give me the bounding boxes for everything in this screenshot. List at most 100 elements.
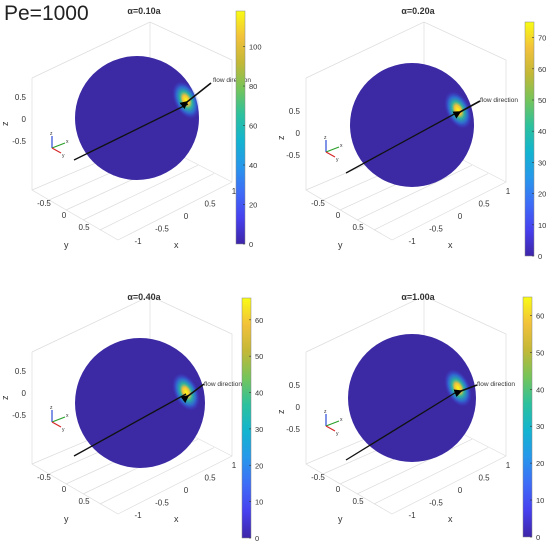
- flow-direction-label: flow direction: [477, 381, 515, 388]
- x-tick-label: 0: [458, 486, 463, 495]
- colorbar-tick-label: 0: [255, 534, 259, 543]
- z-tick-label: 0: [296, 129, 301, 138]
- colorbar-tick-label: 0: [538, 252, 542, 261]
- panel-2: flow direction α=0.20a 0.5 0 -0.5 z -0.5 0 0.5 y -…: [276, 6, 546, 261]
- panel-1: flow direction α=0.10a 0.5 0 -0.5 z -0.5 0 0.5 y -…: [0, 6, 262, 250]
- colorbar-tick-label: 50: [255, 352, 263, 361]
- y-tick-label: -0.5: [37, 199, 51, 208]
- triad-z-label: z: [50, 405, 53, 411]
- colorbar-tick-label: 30: [255, 425, 263, 434]
- flow-direction-label: flow direction: [480, 97, 518, 104]
- flow-axis-line: [345, 390, 459, 461]
- triad-z-label: z: [324, 135, 327, 141]
- colorbar-tick-label: 10: [255, 498, 263, 507]
- y-tick-label: 0.5: [78, 497, 90, 506]
- triad-y-axis: [325, 151, 336, 158]
- triad-y-label: y: [62, 427, 65, 433]
- concentration-hotspot: [172, 81, 200, 119]
- x-tick-label: 0: [458, 212, 463, 221]
- x-tick-label: 1: [506, 187, 511, 196]
- z-tick-label: 0: [22, 115, 27, 124]
- subplot-title: α=0.10a: [127, 6, 161, 16]
- triad-x-label: x: [340, 143, 343, 149]
- x-tick-label: 0: [184, 486, 189, 495]
- z-axis-label: z: [0, 395, 10, 400]
- panel-4: flow direction α=1.00a 0.5 0 -0.5 z -0.5 0 0.5 y -…: [276, 292, 544, 542]
- grid-line: [82, 164, 199, 221]
- triad-y-axis: [51, 147, 62, 154]
- x-tick-label: -0.5: [429, 225, 443, 234]
- x-tick-label: -0.5: [155, 499, 169, 508]
- triad-z-label: z: [50, 131, 53, 137]
- x-tick-label: 0.5: [204, 200, 216, 209]
- colorbar-tick-label: 60: [255, 316, 263, 325]
- y-tick-label: 0: [336, 485, 341, 494]
- z-tick-label: -0.5: [12, 137, 26, 146]
- y-tick-label: 0.5: [352, 223, 364, 232]
- subplot-title: α=0.20a: [401, 6, 435, 16]
- y-tick-label: -0.5: [37, 473, 51, 482]
- triad-y-label: y: [336, 157, 339, 163]
- axis-triad-inset: z x y: [50, 131, 69, 159]
- z-tick-label: 0: [296, 403, 301, 412]
- axis-triad-inset: z x y: [324, 135, 343, 163]
- colorbar-tick-label: 0: [536, 533, 540, 542]
- colorbar-tick-label: 70: [538, 34, 546, 43]
- flow-arrow: [179, 82, 212, 110]
- flow-arrow: [453, 384, 478, 397]
- z-tick-label: 0.5: [15, 93, 27, 102]
- x-axis-label: x: [448, 240, 453, 250]
- colorbar-tick-label: 30: [536, 422, 544, 431]
- sphere: [348, 334, 476, 462]
- grid-line: [99, 447, 215, 505]
- x-tick-label: 0.5: [204, 474, 216, 483]
- colorbar-tick-label: 20: [249, 201, 257, 210]
- z-tick-label: -0.5: [286, 151, 300, 160]
- y-axis-label: y: [64, 240, 69, 250]
- concentration-hotspot: [444, 91, 472, 129]
- axis-triad-inset: z x y: [324, 409, 343, 437]
- x-tick-label: 1: [232, 187, 237, 196]
- x-axis-label: x: [448, 514, 453, 524]
- colorbar-tick-label: 20: [255, 461, 263, 470]
- triad-x-label: x: [66, 139, 69, 145]
- flow-direction-label: flow direction: [204, 381, 242, 388]
- x-tick-label: -1: [408, 237, 416, 246]
- colorbar-tick-label: 80: [249, 82, 257, 91]
- concentration-hotspot: [444, 369, 472, 407]
- colorbar-tick-label: 40: [249, 161, 257, 170]
- x-tick-label: 0: [184, 212, 189, 221]
- x-tick-label: 0.5: [478, 200, 490, 209]
- flow-arrow: [452, 100, 481, 119]
- x-tick-label: -0.5: [429, 499, 443, 508]
- grid-line: [356, 438, 473, 495]
- y-axis-label: y: [338, 514, 343, 524]
- sphere: [75, 338, 205, 468]
- colorbar-tick-label: 50: [536, 348, 544, 357]
- triad-x-axis: [325, 420, 340, 427]
- y-tick-label: 0: [62, 211, 67, 220]
- z-axis-label: z: [276, 135, 286, 140]
- colorbar: [235, 10, 246, 245]
- z-tick-label: 0.5: [289, 381, 301, 390]
- colorbar-tick-label: 20: [538, 190, 546, 199]
- colorbar: [522, 296, 533, 538]
- triad-x-axis: [51, 416, 66, 423]
- colorbar-tick-label: 40: [255, 389, 263, 398]
- triad-y-label: y: [336, 431, 339, 437]
- colorbar-tick-label: 50: [538, 96, 546, 105]
- x-tick-label: -0.5: [155, 225, 169, 234]
- z-axis-label: z: [276, 409, 286, 414]
- grid-line: [373, 173, 489, 231]
- axis-triad-inset: z x y: [50, 405, 69, 433]
- sphere: [350, 63, 474, 187]
- y-axis-label: y: [338, 240, 343, 250]
- sphere: [75, 56, 199, 180]
- colorbar-tick-label: 100: [249, 43, 262, 52]
- y-tick-label: -0.5: [311, 199, 325, 208]
- y-tick-label: 0: [62, 485, 67, 494]
- x-tick-label: 1: [232, 461, 237, 470]
- panel-3: flow direction α=0.40a 0.5 0 -0.5 z -0.5 0 0.5 y -…: [0, 292, 263, 543]
- colorbar-tick-label: 60: [249, 122, 257, 131]
